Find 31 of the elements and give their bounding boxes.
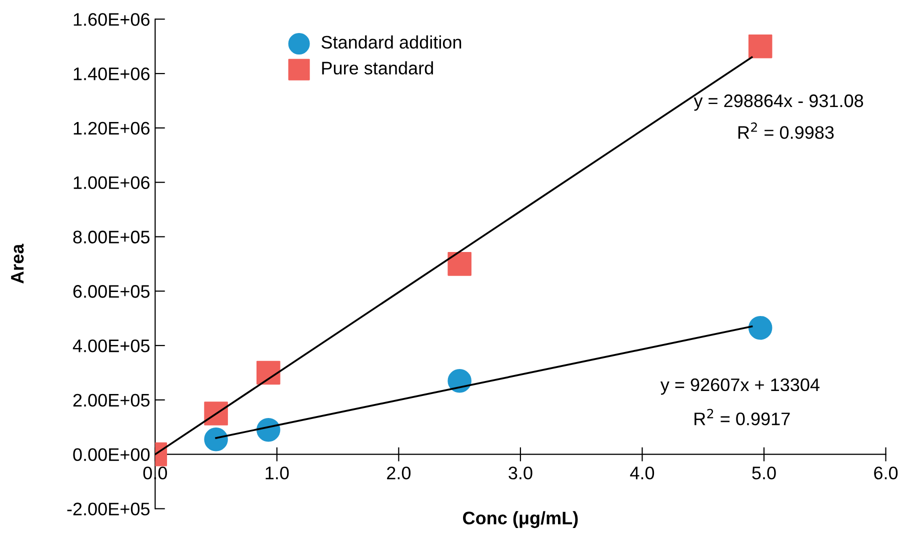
point [448,252,472,276]
y-tick-label: -2.00E+05 [67,502,150,516]
y-tick-label: 2.00E+05 [73,394,150,407]
x-axis-title: Conc (μg/mL) [463,511,578,528]
y-tick-label: 1.40E+06 [74,67,150,80]
y-tick-label: 0.00E+00 [73,448,150,462]
annotation: y = 298864x - 931.08 [694,94,864,111]
point [256,360,280,385]
x-tick-label: 4.0 [630,466,654,480]
y-tick-label: 8.00E+05 [73,230,150,244]
annotation: R$^{2}$ = 0.9917 [694,408,790,426]
x-tick-label: 5.0 [752,466,776,480]
y-tick-label: 1.60E+06 [74,13,150,26]
annotation: y = 92607x + 13304 [660,378,820,395]
point [748,316,772,340]
x-tick-label: 6.0 [874,466,898,480]
point [448,368,472,393]
y-tick-label: 6.00E+05 [73,285,150,298]
annotation: R$^{2}$ = 0.9983 [738,122,834,139]
legend-label: Standard addition [322,35,462,49]
x-tick-label: 2.0 [387,466,411,480]
y-tick-label: 4.00E+05 [72,339,150,352]
x-tick-label: 1.0 [266,466,289,480]
point [748,34,772,58]
point [204,402,228,426]
point [204,427,228,452]
y-axis-title: Area [11,244,24,284]
y-tick-label: 1.00E+06 [74,176,150,190]
legend-label: Pure standard [322,61,433,75]
x-tick-label: 3.0 [508,466,532,480]
y-tick-label: 1.20E+06 [74,122,150,135]
